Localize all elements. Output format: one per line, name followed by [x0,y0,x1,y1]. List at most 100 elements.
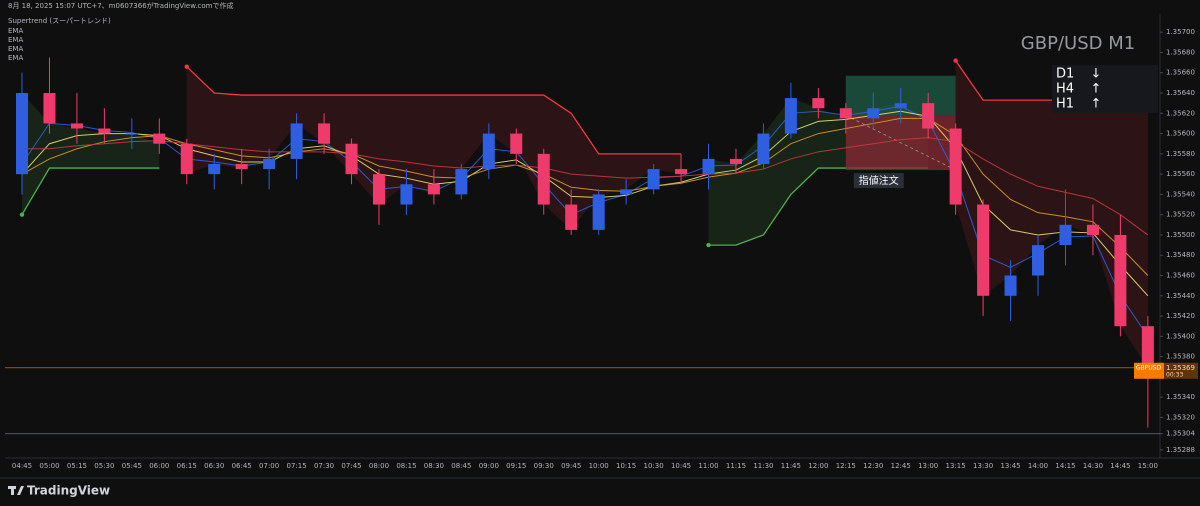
candle-body [922,103,935,129]
legend-entry: EMA [8,45,23,53]
logo-part [11,486,14,495]
x-tick-label: 05:30 [94,462,114,470]
candle-body [1086,224,1099,235]
candle-body [125,133,138,135]
candle-body [592,194,605,230]
x-tick-label: 12:15 [836,462,856,470]
x-tick-label: 07:15 [287,462,307,470]
x-tick-label: 11:00 [698,462,718,470]
candle-body [647,169,660,190]
x-tick-label: 15:00 [1138,462,1158,470]
candle-body [839,108,852,119]
candle-body [208,163,221,175]
candle-body [235,163,248,170]
candle-body [565,204,578,230]
x-tick-label: 12:30 [863,462,883,470]
candle-body [180,143,193,175]
candle-body [1032,245,1045,276]
candle-body [16,93,28,175]
x-tick-label: 04:45 [12,462,32,470]
last-price-axis-box [1162,362,1198,379]
candle-body [977,204,990,296]
x-tick-label: 11:15 [726,462,746,470]
x-tick-label: 13:30 [973,462,993,470]
candle-body [455,169,468,195]
x-tick-label: 14:00 [1028,462,1048,470]
candle-body [1004,275,1017,296]
trend-arrow: ↓ [1091,67,1102,82]
order-label: 指値注文 [859,174,899,187]
candle-body [702,158,715,175]
x-tick-label: 12:00 [808,462,828,470]
x-tick-label: 07:00 [259,462,279,470]
x-tick-label: 10:45 [671,462,691,470]
y-tick-label: 1.35680 [1166,48,1195,56]
y-tick-label: 1.35380 [1166,353,1195,361]
x-tick-label: 08:15 [396,462,416,470]
y-tick-label: 1.35560 [1166,170,1195,178]
trend-timeframe: H4 [1056,82,1074,97]
trend-panel [1052,65,1158,113]
trend-timeframe: D1 [1056,67,1074,82]
y-tick-label: 1.35440 [1166,292,1195,300]
supertrend-line [186,66,682,155]
last-price-value: 1.35369 [1166,364,1195,372]
legend-entry: EMA [8,27,23,35]
candle-body [894,103,907,109]
candle-body [675,169,688,175]
supertrend-start [184,64,189,69]
y-tick-label: 1.35660 [1166,69,1195,77]
y-tick-label: 1.35420 [1166,312,1195,320]
y-tick-label: 1.35320 [1166,413,1195,421]
candle-body [427,184,440,195]
candle-body [482,133,495,170]
y-tick-label: 1.35640 [1166,89,1195,97]
y-tick-label: 1.35700 [1166,28,1195,36]
trend-fill [186,66,682,230]
candle-body [537,153,550,205]
y-tick-label: 1.35400 [1166,332,1195,340]
y-tick-label: 1.35620 [1166,109,1195,117]
candle-body [729,158,742,164]
x-tick-label: 07:45 [341,462,361,470]
last-price-symbol: GBPUSD [1136,364,1162,371]
x-tick-label: 10:00 [589,462,609,470]
x-tick-label: 05:15 [67,462,87,470]
candle-body [400,184,413,205]
x-tick-label: 06:15 [177,462,197,470]
trend-timeframe: H1 [1056,97,1074,112]
x-tick-label: 13:45 [1000,462,1020,470]
x-tick-label: 12:45 [891,462,911,470]
candle-body [1141,326,1154,368]
candle-body [620,189,633,195]
candle-body [949,128,962,205]
y-tick-label: 1.35500 [1166,231,1195,239]
order-path [845,114,956,171]
candle-body [98,128,111,134]
x-tick-label: 05:45 [122,462,142,470]
x-tick-label: 05:00 [39,462,59,470]
y-tick-label: 1.35460 [1166,272,1195,280]
supertrend-line [21,167,160,216]
x-tick-label: 14:45 [1110,462,1130,470]
last-price-box [1134,362,1164,379]
trend-fill [955,60,1148,368]
candle-body [784,98,797,134]
candle-body [153,133,166,144]
x-tick-label: 13:00 [918,462,938,470]
x-tick-label: 06:45 [232,462,252,470]
x-tick-label: 09:00 [479,462,499,470]
y-tick-label: 1.35580 [1166,150,1195,158]
trend-arrow: ↑ [1091,97,1102,112]
trend-fill [22,93,160,215]
candle-body [263,158,276,170]
supertrend-legend: Supertrend (スーパートレンド) [8,17,111,25]
supertrend-start [19,212,25,217]
logo-part [17,486,24,495]
candle-body [290,123,303,159]
x-tick-label: 08:45 [451,462,471,470]
y-tick-label: 1.35600 [1166,130,1195,138]
candle-body [757,133,770,164]
